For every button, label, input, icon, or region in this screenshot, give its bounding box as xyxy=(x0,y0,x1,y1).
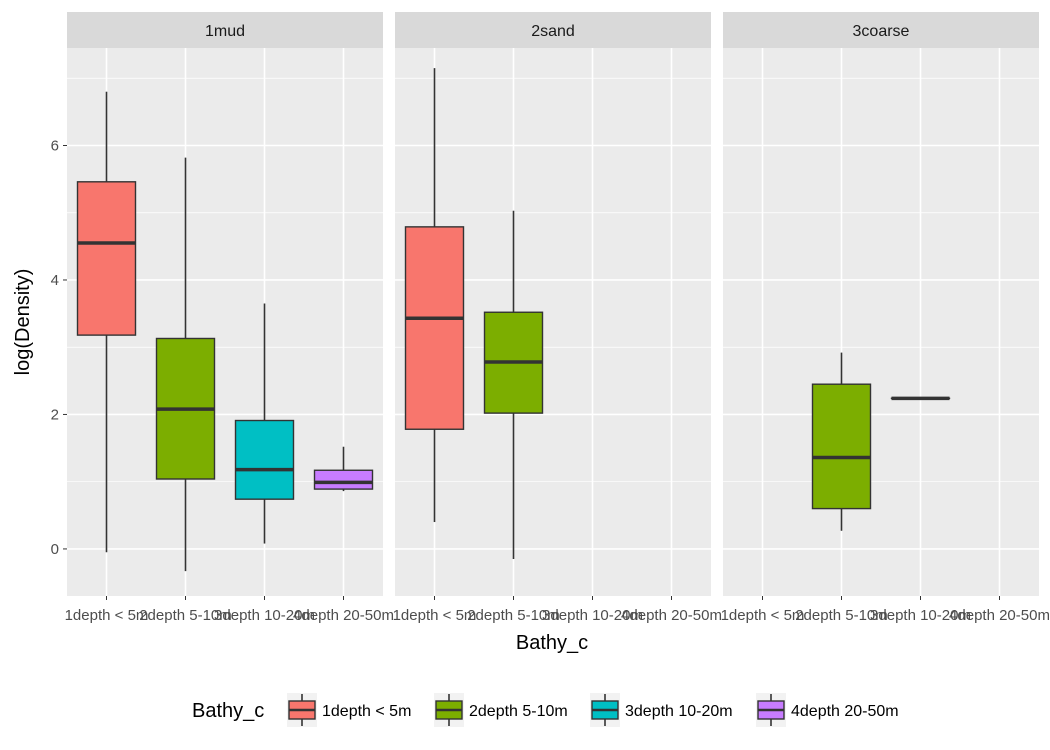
box-2depth 5-10m xyxy=(483,210,544,560)
y-tick-label: 2 xyxy=(51,406,59,423)
plot-panel-background xyxy=(723,48,1039,596)
legend-label: 2depth 5-10m xyxy=(469,703,568,720)
y-tick-label: 0 xyxy=(51,541,59,558)
facet-strip-label: 3coarse xyxy=(853,23,910,40)
facet-strip xyxy=(67,12,383,48)
box-2depth 5-10m xyxy=(155,157,216,572)
facet-strip xyxy=(723,12,1039,48)
y-axis: 0 2 4 6 xyxy=(51,137,67,558)
x-tick-label: 2depth 5-10m xyxy=(139,607,232,624)
y-tick-label: 6 xyxy=(51,137,59,154)
legend-label: 1depth < 5m xyxy=(322,703,411,720)
box-body xyxy=(234,419,295,500)
legend-title: Bathy_c xyxy=(192,700,264,722)
y-axis-title: log(Density) xyxy=(12,269,34,376)
box-1depth < 5m xyxy=(76,91,137,553)
box-4depth 20-50m xyxy=(313,446,374,492)
facet-strip-label: 1mud xyxy=(205,23,245,40)
legend-entry: 2depth 5-10m xyxy=(434,693,568,727)
legend-entry: 3depth 10-20m xyxy=(590,693,733,727)
box-body xyxy=(313,469,374,490)
box-body xyxy=(76,181,137,336)
x-tick-label: 2depth 5-10m xyxy=(467,607,560,624)
x-tick-label: 3depth 10-20m xyxy=(542,607,643,624)
x-tick-label: 3depth 10-20m xyxy=(214,607,315,624)
facet-strip-label: 2sand xyxy=(531,23,575,40)
legend-label: 3depth 10-20m xyxy=(625,703,733,720)
x-tick-label: 2depth 5-10m xyxy=(795,607,888,624)
x-tick-label: 4depth 20-50m xyxy=(621,607,722,624)
box-3depth 10-20m xyxy=(234,303,295,544)
legend-entry: 4depth 20-50m xyxy=(756,693,899,727)
x-tick-label: 4depth 20-50m xyxy=(949,607,1050,624)
facet-strip xyxy=(395,12,711,48)
x-tick-label: 3depth 10-20m xyxy=(870,607,971,624)
y-tick-label: 4 xyxy=(51,272,59,289)
box-body xyxy=(404,226,465,430)
x-tick-label: 1depth < 5m xyxy=(393,607,477,624)
box-1depth < 5m xyxy=(404,68,465,523)
x-tick-label: 1depth < 5m xyxy=(65,607,149,624)
legend: Bathy_c 1depth < 5m 2depth 5-10m 3depth 10… xyxy=(192,693,899,727)
x-tick-label: 4depth 20-50m xyxy=(293,607,394,624)
legend-entry: 1depth < 5m xyxy=(287,693,411,727)
box-2depth 5-10m xyxy=(811,352,872,531)
box-body xyxy=(811,383,872,510)
legend-label: 4depth 20-50m xyxy=(791,703,899,720)
x-tick-label: 1depth < 5m xyxy=(721,607,805,624)
x-axis-title: Bathy_c xyxy=(516,632,588,654)
